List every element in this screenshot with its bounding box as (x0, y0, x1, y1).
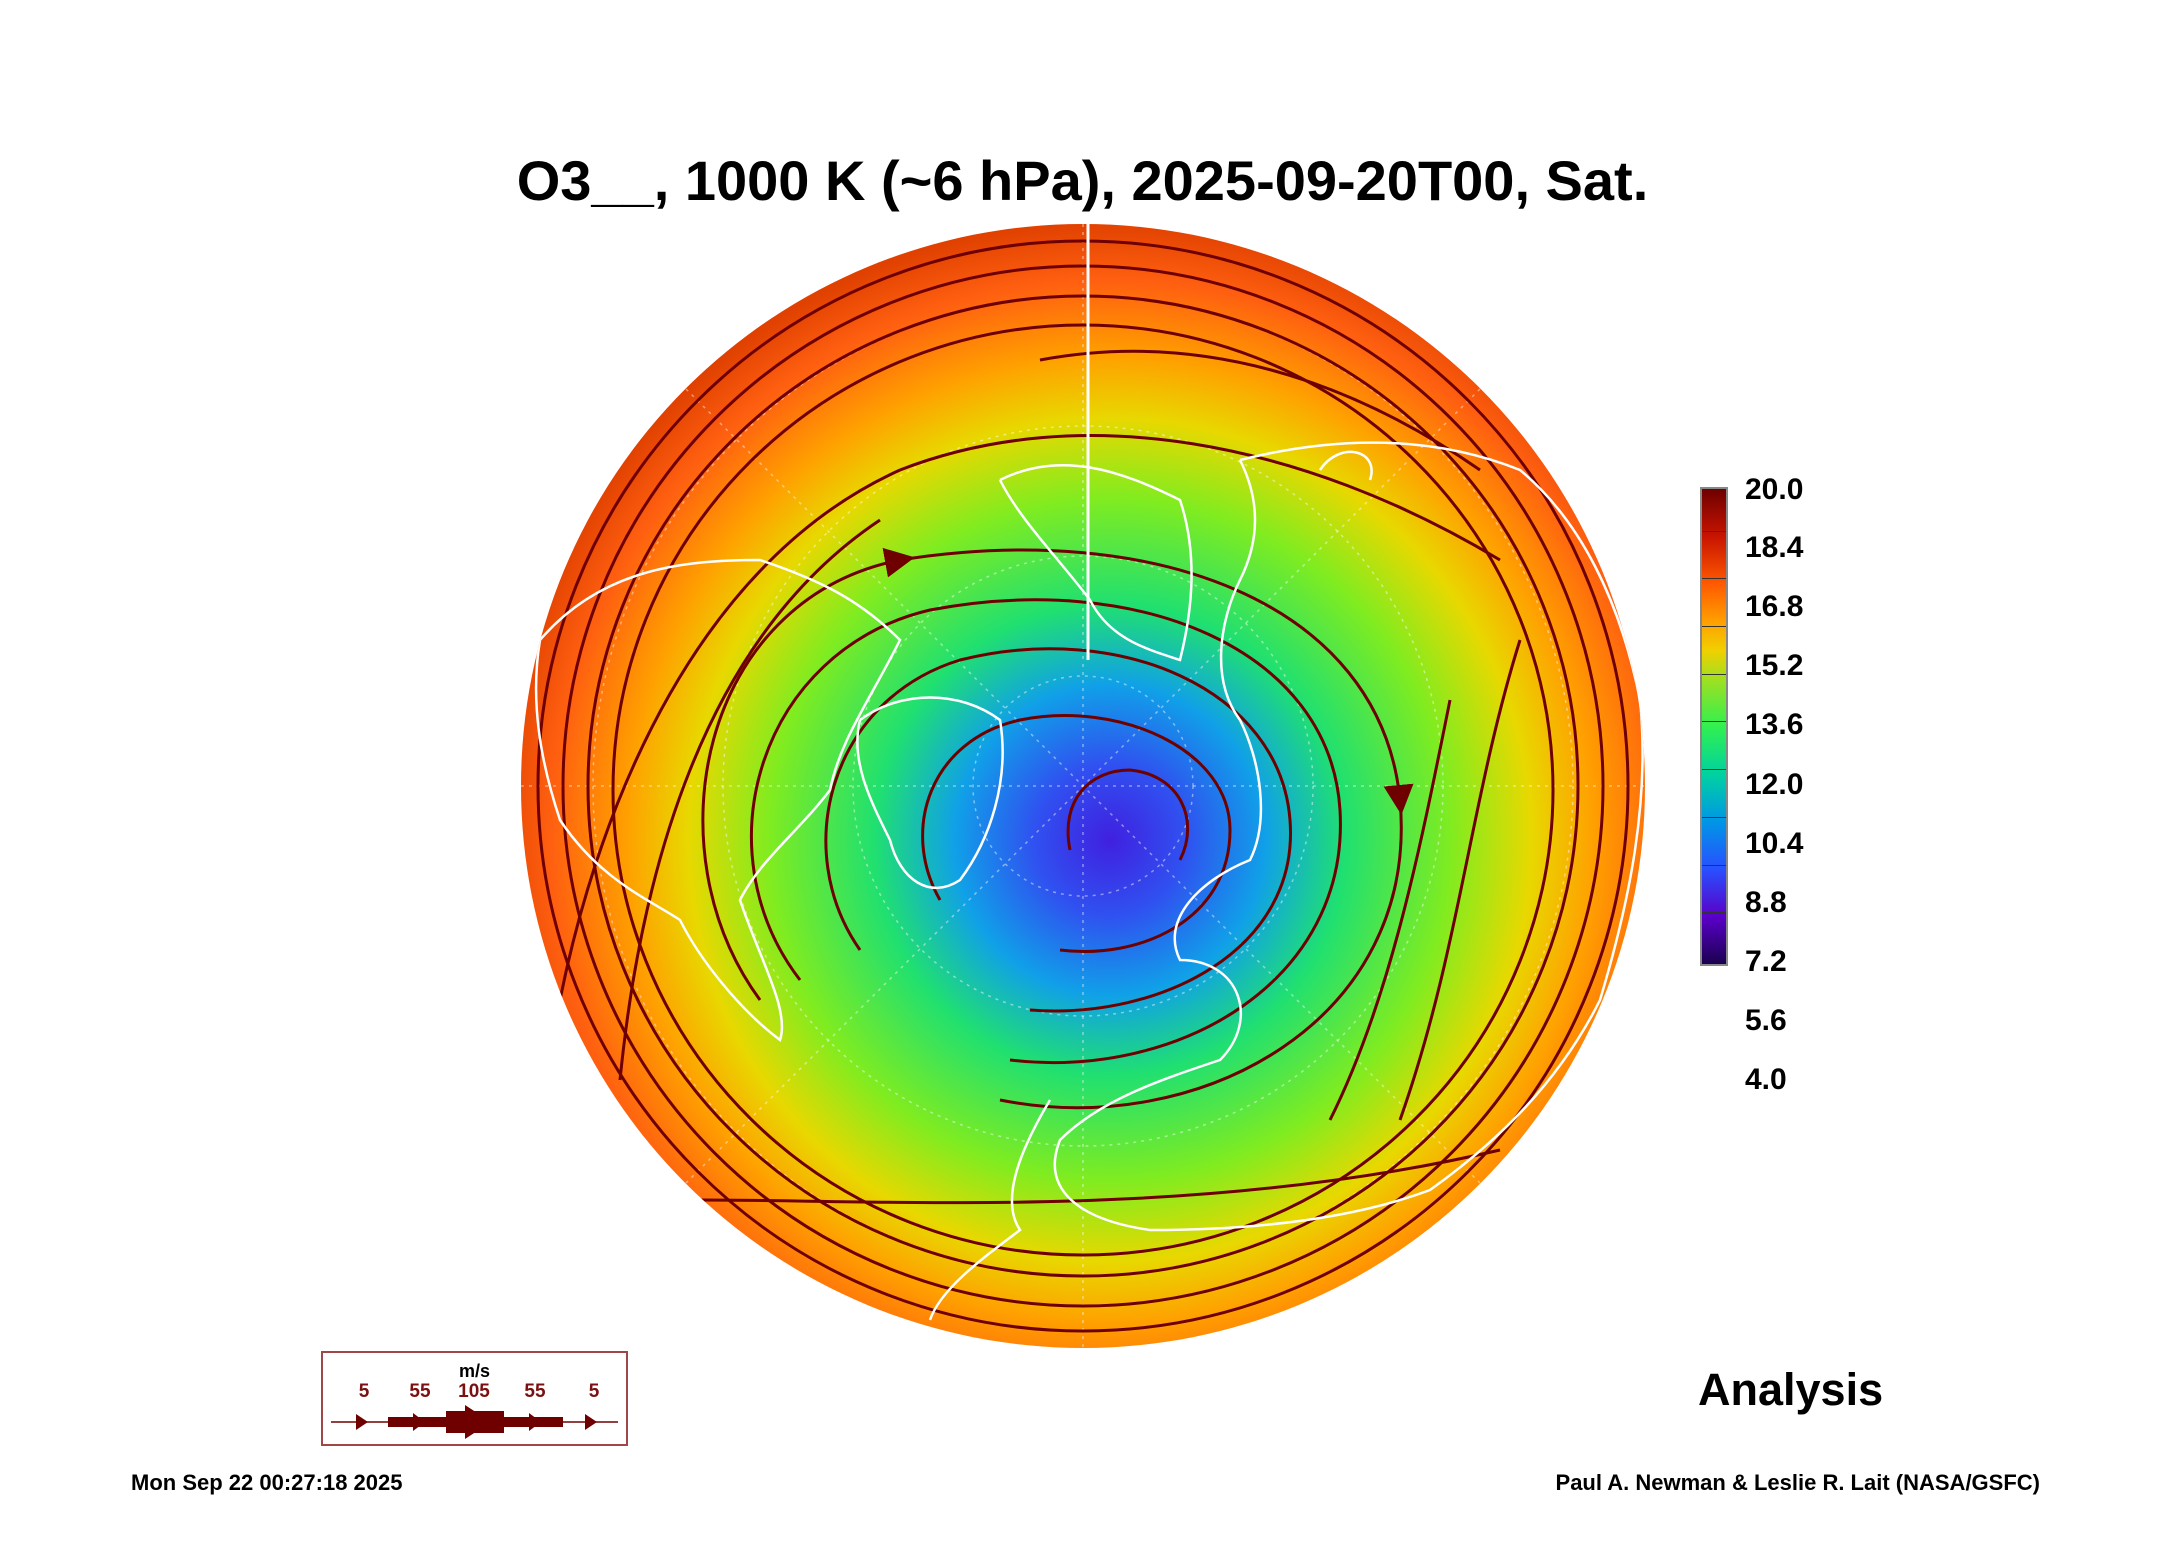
wind-value: 5 (358, 1381, 370, 1402)
wind-speed-legend: m/s 5 55 105 55 5 (321, 1351, 628, 1446)
colorbar-label: 8.8 (1745, 886, 1787, 919)
wind-value: 5 (588, 1381, 600, 1402)
colorbar-tick (1702, 817, 1726, 818)
colorbar-tick (1702, 912, 1726, 913)
colorbar-tick (1702, 674, 1726, 675)
colorbar-tick (1702, 721, 1726, 722)
colorbar-tick (1702, 626, 1726, 627)
colorbar-label: 18.4 (1745, 531, 1804, 564)
colorbar-label: 5.6 (1745, 1004, 1787, 1037)
colorbar (1700, 487, 1728, 966)
colorbar-tick (1702, 865, 1726, 866)
coastlines (534, 441, 1644, 1321)
analysis-label: Analysis (1698, 1364, 1884, 1415)
credit: Paul A. Newman & Leslie R. Lait (NASA/GS… (1555, 1470, 2040, 1495)
timestamp: Mon Sep 22 00:27:18 2025 (131, 1470, 403, 1495)
colorbar-label: 4.0 (1745, 1063, 1787, 1096)
colorbar-label: 13.6 (1745, 708, 1804, 741)
wind-unit: m/s (458, 1361, 491, 1381)
colorbar-tick (1702, 531, 1726, 532)
colorbar-label: 20.0 (1745, 473, 1804, 506)
wind-arrow-scale (331, 1405, 618, 1439)
colorbar-tick (1702, 769, 1726, 770)
colorbar-label: 10.4 (1745, 827, 1804, 860)
wind-value: 55 (524, 1381, 546, 1402)
colorbar-label: 12.0 (1745, 768, 1804, 801)
wind-value: 55 (409, 1381, 431, 1402)
wind-value: 105 (458, 1381, 490, 1402)
colorbar-label: 16.8 (1745, 590, 1804, 623)
streamlines (536, 239, 1630, 1333)
colorbar-label: 15.2 (1745, 649, 1804, 682)
colorbar-tick (1702, 578, 1726, 579)
chart-title: O3__, 1000 K (~6 hPa), 2025-09-20T00, Sa… (516, 149, 1649, 212)
colorbar-label: 7.2 (1745, 945, 1787, 978)
